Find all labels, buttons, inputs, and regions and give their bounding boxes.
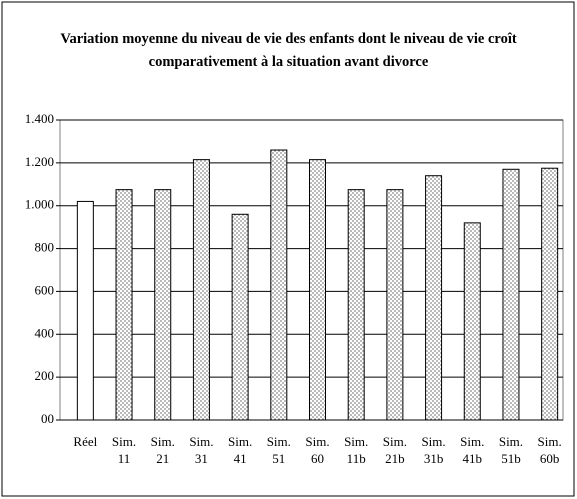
x-tick-label: Sim. 31 [189, 434, 214, 466]
bar [425, 175, 443, 421]
y-tick-label: 00 [41, 411, 54, 426]
x-tick-label: Sim. 11b [344, 434, 369, 466]
y-tick-label: 400 [35, 325, 55, 340]
bar [76, 200, 94, 421]
bar [347, 189, 365, 421]
bar [192, 159, 210, 421]
x-tick-label: Sim. 21b [382, 434, 407, 466]
x-tick-label: Sim. 51b [498, 434, 524, 466]
bar [231, 213, 249, 421]
y-tick-label: 200 [35, 368, 55, 383]
y-tick-label: 1.200 [25, 154, 54, 169]
bar [463, 222, 481, 421]
bar [541, 167, 559, 421]
chart-title: Variation moyenne du niveau de vie des e… [60, 31, 517, 70]
y-tick-label: 600 [35, 282, 55, 297]
bar [270, 149, 288, 421]
x-tick-label: Sim. 31b [421, 434, 446, 466]
x-tick-label: Sim. 21 [150, 434, 175, 466]
x-tick-label: Sim. 41 [228, 434, 253, 466]
y-tick-label: 800 [35, 240, 55, 255]
x-tick-label: Réel [73, 434, 98, 449]
x-tick-label: Sim. 60 [305, 434, 330, 466]
bar [154, 189, 172, 421]
x-tick-label: Sim. 11 [111, 434, 137, 466]
x-tick-label: Sim. 51 [266, 434, 291, 466]
bar [115, 189, 133, 421]
bar [502, 168, 520, 421]
bar [309, 159, 326, 421]
bar [386, 189, 404, 421]
x-tick-label: Sim. 41b [460, 434, 485, 466]
y-tick-label: 1.000 [25, 197, 54, 212]
y-tick-label: 1.400 [25, 111, 54, 126]
x-tick-label: Sim. 60b [537, 434, 562, 466]
